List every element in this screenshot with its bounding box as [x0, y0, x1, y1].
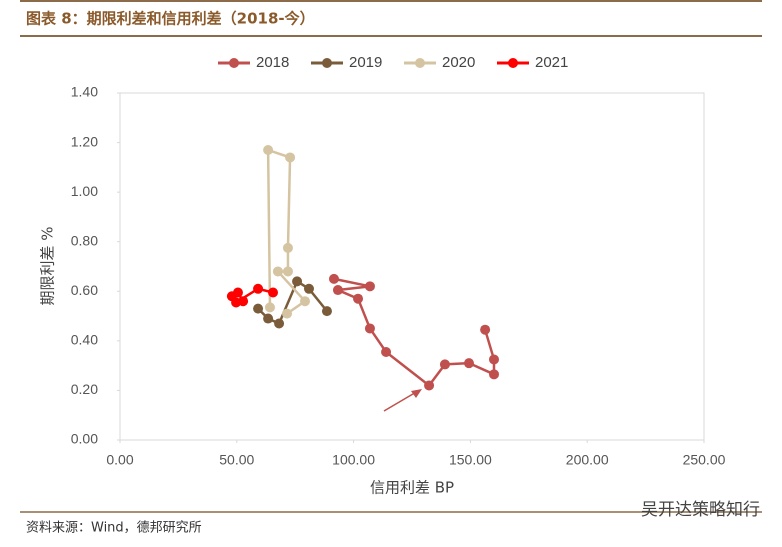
plot-frame [119, 92, 705, 441]
point [253, 303, 264, 314]
legend-label: 2019 [349, 54, 382, 71]
y-tick-label: 0.60 [71, 282, 98, 298]
point [285, 152, 296, 163]
x-tick-label: 250.00 [683, 452, 726, 468]
point [488, 369, 499, 380]
legend-marker [229, 58, 239, 68]
point [300, 296, 311, 307]
point [292, 276, 303, 287]
source-note: 资料来源：Wind，德邦研究所 [26, 521, 202, 536]
arrow [383, 390, 419, 412]
point [272, 266, 283, 277]
y-tick-label: 0.80 [71, 232, 98, 248]
point [381, 347, 392, 358]
point [328, 273, 339, 284]
y-axis-label: 期限利差 % [39, 226, 57, 305]
point [332, 285, 343, 296]
point [253, 283, 264, 294]
point [463, 358, 474, 369]
point [268, 287, 279, 298]
point [364, 323, 375, 334]
x-tick-label: 150.00 [449, 452, 492, 468]
legend-marker [508, 58, 518, 68]
point [353, 293, 364, 304]
point [424, 380, 435, 391]
point [263, 145, 274, 156]
point [480, 324, 491, 335]
legend-marker [415, 58, 425, 68]
watermark: 吴开达策略知行 [641, 500, 760, 520]
point [488, 354, 499, 365]
legend-label: 2021 [535, 54, 568, 71]
point [364, 281, 375, 292]
point [232, 287, 243, 298]
point [231, 297, 242, 308]
point [439, 359, 450, 370]
legend-label: 2018 [256, 54, 289, 71]
x-tick-label: 200.00 [566, 452, 609, 468]
y-tick-label: 0.20 [71, 381, 98, 397]
legend-label: 2020 [442, 54, 475, 71]
y-tick-label: 0.00 [71, 431, 98, 447]
point [282, 242, 293, 253]
point [263, 313, 274, 324]
chart-title: 图表 8：期限利差和信用利差（2018-今） [26, 10, 315, 28]
x-tick-label: 50.00 [219, 452, 254, 468]
point [282, 266, 293, 277]
x-tick-label: 100.00 [332, 452, 375, 468]
point [303, 283, 314, 294]
point [274, 318, 285, 329]
point [321, 306, 332, 317]
y-tick-label: 1.40 [71, 84, 98, 100]
x-axis-label: 信用利差 BP [370, 479, 454, 497]
y-tick-label: 1.20 [71, 133, 98, 149]
y-tick-label: 1.00 [71, 183, 98, 199]
x-tick-label: 0.00 [106, 452, 133, 468]
legend-marker [322, 58, 332, 68]
y-tick-label: 0.40 [71, 332, 98, 348]
arrow-head [411, 389, 422, 398]
point [282, 308, 293, 319]
point [264, 302, 275, 313]
